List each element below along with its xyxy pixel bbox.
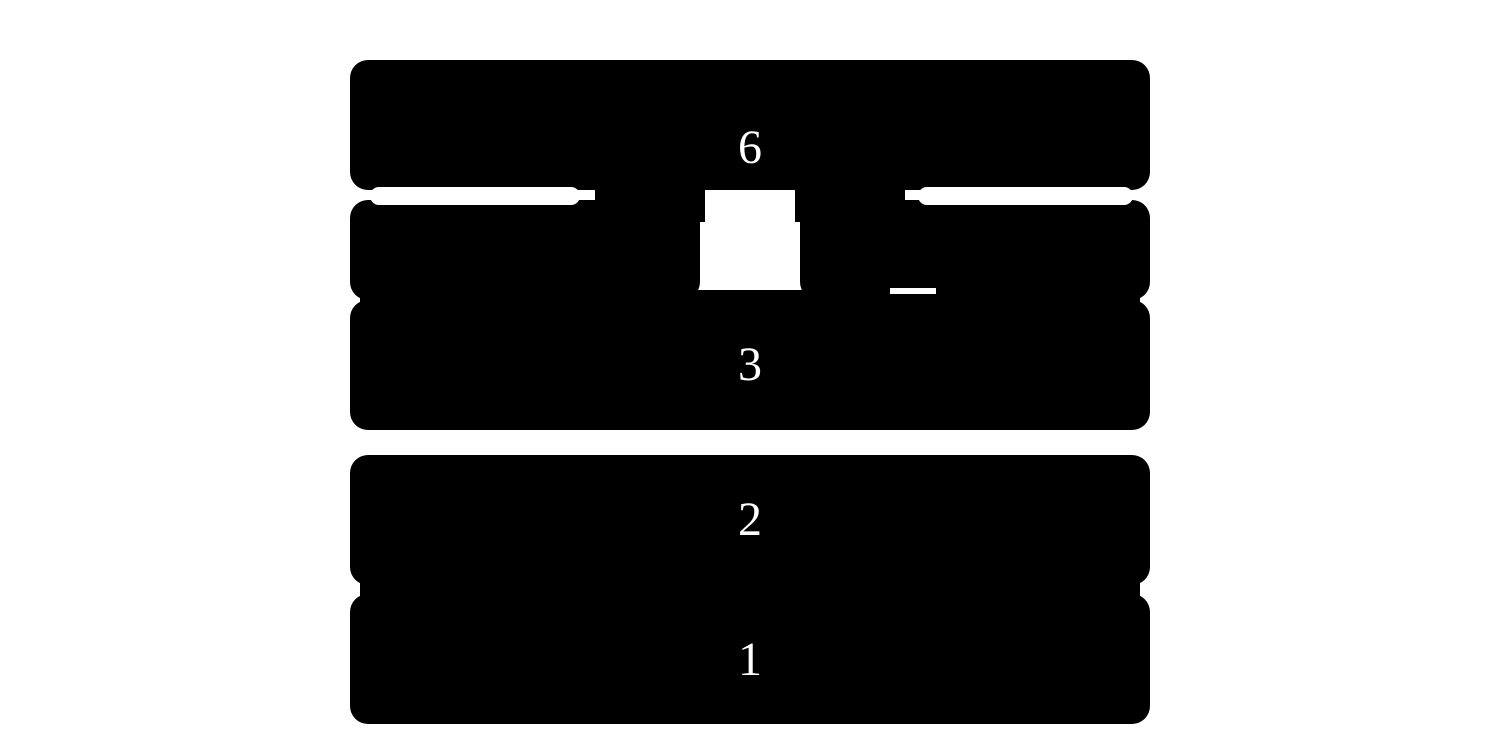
label-2: 2 bbox=[738, 496, 762, 544]
neck-6-5-right bbox=[795, 182, 905, 222]
neck-6-5-left bbox=[595, 182, 705, 222]
neck-5-3 bbox=[360, 290, 1140, 330]
small-mark bbox=[890, 288, 936, 294]
slit-left bbox=[370, 187, 580, 205]
label-1: 1 bbox=[738, 636, 762, 684]
label-6: 6 bbox=[738, 124, 762, 172]
diagram-canvas: 6 3 2 1 bbox=[0, 0, 1500, 756]
neck-2-1 bbox=[360, 580, 1140, 620]
label-3: 3 bbox=[738, 341, 762, 389]
divider-2-3 bbox=[372, 438, 1128, 448]
slit-right bbox=[918, 187, 1133, 205]
